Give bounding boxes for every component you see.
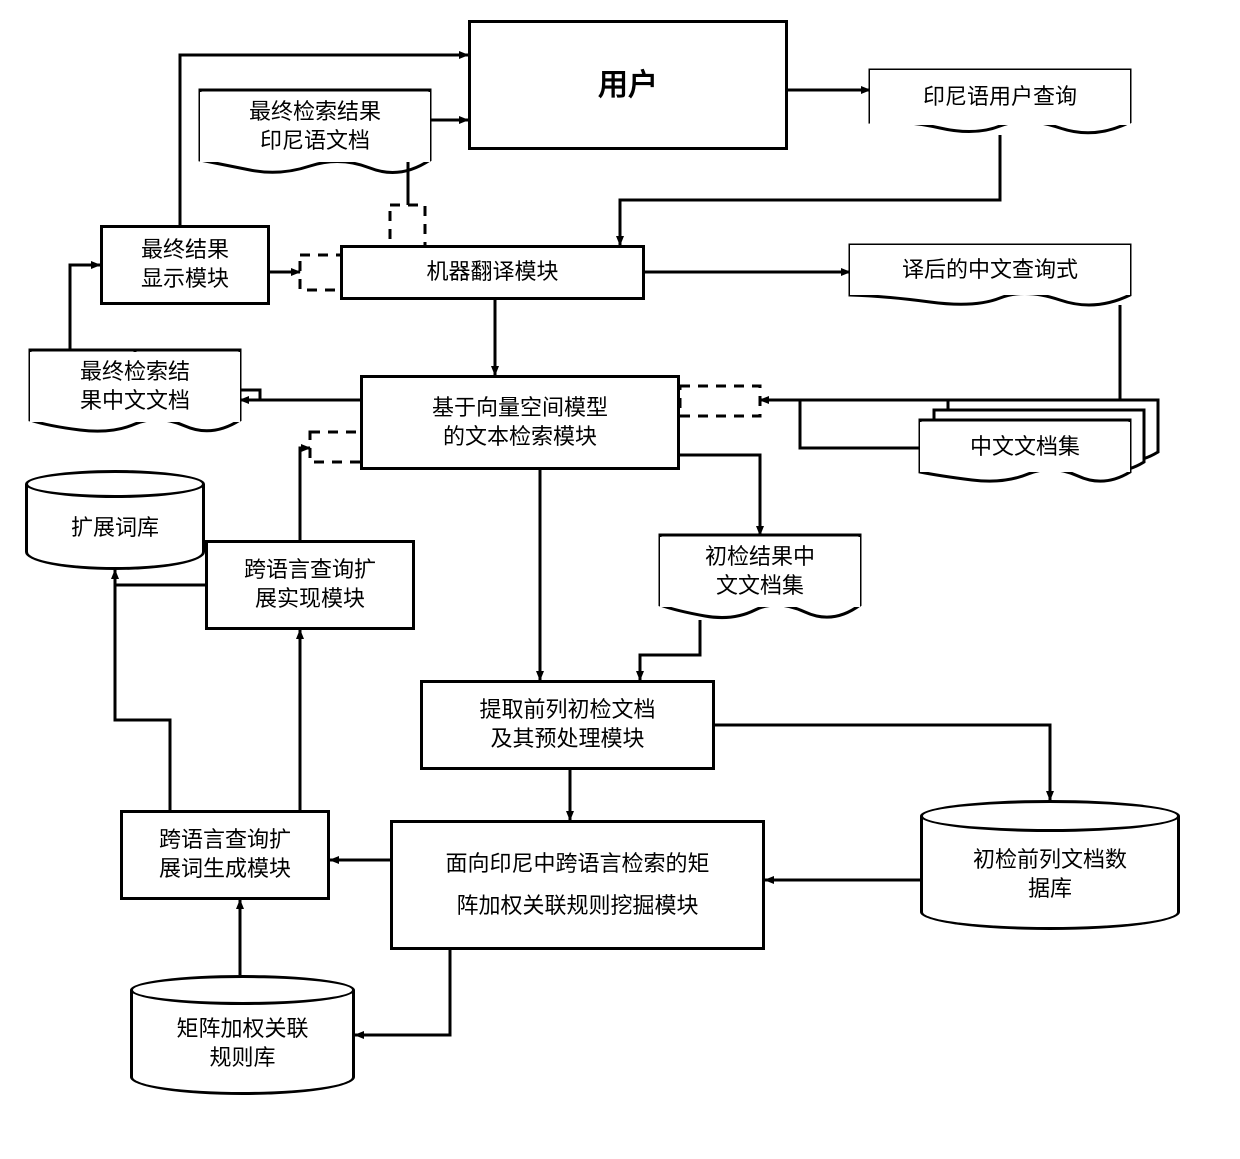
node-cl-word-gen: 跨语言查询扩展词生成模块 (120, 810, 330, 900)
label-query-indonesian: 印尼语用户查询 (923, 83, 1077, 112)
label-initial-results: 初检结果中文文档集 (705, 543, 815, 600)
port-vsm-left (310, 432, 365, 462)
port-vsm-right (680, 386, 760, 416)
node-final-indonesian: 最终检索结果印尼语文档 (200, 92, 430, 162)
node-query-indonesian: 印尼语用户查询 (870, 70, 1130, 125)
node-cl-expand-impl: 跨语言查询扩展实现模块 (205, 540, 415, 630)
node-translated-query: 译后的中文查询式 (850, 245, 1130, 295)
node-initial-db: 初检前列文档数据库 (920, 800, 1180, 930)
label-user: 用户 (598, 66, 658, 105)
node-extract-preprocess: 提取前列初检文档及其预处理模块 (420, 680, 715, 770)
label-cl-expand-impl: 跨语言查询扩展实现模块 (244, 556, 376, 613)
node-mt: 机器翻译模块 (340, 245, 645, 300)
label-vsm: 基于向量空间模型的文本检索模块 (432, 394, 608, 451)
node-final-chinese: 最终检索结果中文文档 (30, 352, 240, 422)
label-final-indonesian: 最终检索结果印尼语文档 (249, 98, 381, 155)
node-vsm: 基于向量空间模型的文本检索模块 (360, 375, 680, 470)
node-final-display: 最终结果显示模块 (100, 225, 270, 305)
label-chinese-docs: 中文文档集 (970, 433, 1080, 462)
label-matrix-rule-lib: 矩阵加权关联规则库 (176, 1015, 308, 1072)
label-mt: 机器翻译模块 (426, 258, 558, 287)
label-extract-preprocess: 提取前列初检文档及其预处理模块 (479, 696, 655, 753)
port-mt-left (300, 255, 345, 290)
node-expand-lexicon: 扩展词库 (25, 470, 205, 570)
label-cl-word-gen: 跨语言查询扩展词生成模块 (159, 826, 291, 883)
node-matrix-mining: 面向印尼中跨语言检索的矩阵加权关联规则挖掘模块 (390, 820, 765, 950)
node-initial-results: 初检结果中文文档集 (660, 537, 860, 607)
port-mt-top (390, 205, 425, 250)
node-chinese-docs: 中文文档集 (920, 422, 1130, 472)
label-translated-query: 译后的中文查询式 (902, 256, 1078, 285)
label-final-chinese: 最终检索结果中文文档 (80, 358, 190, 415)
label-expand-lexicon: 扩展词库 (71, 514, 159, 543)
label-matrix-mining: 面向印尼中跨语言检索的矩阵加权关联规则挖掘模块 (445, 843, 709, 927)
node-user: 用户 (468, 20, 788, 150)
node-matrix-rule-lib: 矩阵加权关联规则库 (130, 975, 355, 1095)
label-final-display: 最终结果显示模块 (141, 236, 229, 293)
label-initial-db: 初检前列文档数据库 (973, 846, 1127, 903)
